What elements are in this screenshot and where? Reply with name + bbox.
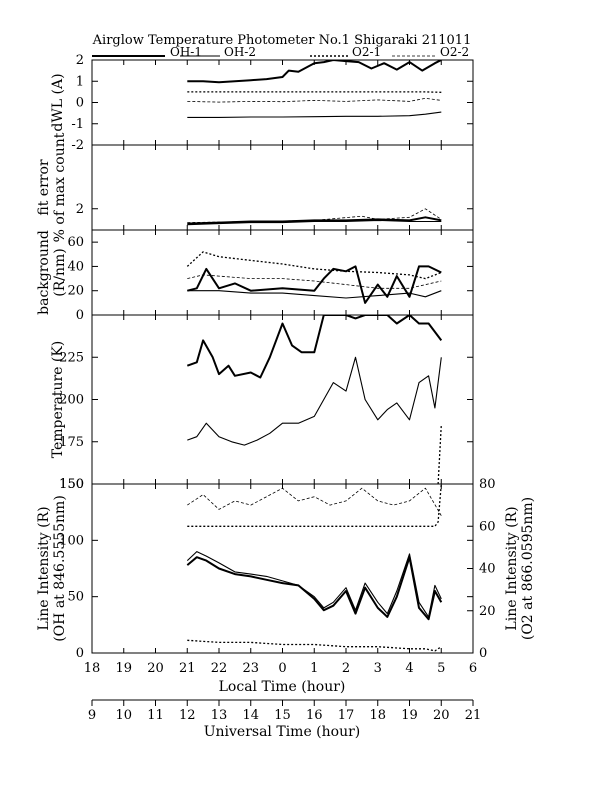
x-tick-label-local: 22 bbox=[211, 661, 228, 676]
y-tick-label-temperature: 175 bbox=[59, 435, 84, 450]
series-intensity-o2-1-2 bbox=[187, 639, 442, 652]
x-tick-label-ut: 12 bbox=[179, 708, 196, 723]
series-temperature-oh-1-0 bbox=[186, 315, 443, 379]
x-tick-label-local: 20 bbox=[147, 661, 164, 676]
y-tick-label-intensity: 50 bbox=[67, 590, 84, 605]
panel-fit: 2 fit error% of max count bbox=[36, 132, 474, 242]
x-axis-label-local: Local Time (hour) bbox=[219, 679, 346, 695]
series-background-o2-2-3 bbox=[187, 274, 442, 289]
x-tick-label-ut: 21 bbox=[465, 708, 482, 723]
y-label-background: background bbox=[36, 230, 52, 315]
y2-tick-label-intensity: 80 bbox=[479, 477, 496, 492]
chart-title: Airglow Temperature Photometer No.1 Shig… bbox=[92, 33, 472, 48]
series-fit-oh-2-1 bbox=[187, 219, 442, 226]
x-tick-label-local: 5 bbox=[437, 661, 445, 676]
y-label-right2-intensity: (O2 at 866.0595nm) bbox=[520, 497, 536, 640]
y-tick-label-dwl: 0 bbox=[76, 96, 84, 111]
x-axes: 18 19 20 21 22 23 0 1 2 3 4 5 69 10 11 12 13 14 15 16 17 18 19… bbox=[84, 661, 482, 723]
legend-label-o2-1: O2-1 bbox=[352, 45, 381, 59]
y-label-dwl: dWL (A) bbox=[50, 73, 66, 131]
x-axis-label-ut: Universal Time (hour) bbox=[204, 724, 361, 740]
y-tick-label-temperature: 225 bbox=[59, 350, 84, 365]
series-dwl-o2-2-3 bbox=[187, 97, 442, 103]
y-tick-label-temperature: 150 bbox=[59, 477, 84, 492]
x-tick-label-local: 23 bbox=[242, 661, 259, 676]
x-tick-label-ut: 17 bbox=[338, 708, 355, 723]
series-temperature-o2-1-2 bbox=[437, 424, 442, 484]
x-tick-label-ut: 11 bbox=[147, 708, 164, 723]
y-label-temperature: Temperature (K) bbox=[50, 341, 66, 459]
y-label-intensity: Line Intensity (R) bbox=[36, 506, 52, 630]
series-intensity-oh-1-0 bbox=[186, 556, 443, 621]
y-label2-fit: % of max count bbox=[52, 132, 68, 242]
series-intensity-oh-2-1 bbox=[186, 551, 442, 618]
panel-frame-dwl bbox=[91, 59, 474, 146]
y-label2-intensity: (OH at 846.5555nm) bbox=[52, 495, 68, 642]
x-tick-label-local: 6 bbox=[469, 661, 477, 676]
y-label2-background: (R/nm) bbox=[52, 248, 68, 296]
y-tick-label-dwl: 2 bbox=[76, 53, 84, 68]
x-tick-label-ut: 13 bbox=[211, 708, 228, 723]
panel-dwl: -2 -1 0 1 2 dWL (A) bbox=[50, 53, 474, 153]
series-fit-o2-2-2 bbox=[187, 208, 442, 223]
x-tick-label-ut: 15 bbox=[274, 708, 291, 723]
x-tick-label-local: 2 bbox=[342, 661, 350, 676]
x-tick-label-local: 21 bbox=[179, 661, 196, 676]
series-dwl-oh-2-1 bbox=[187, 111, 442, 118]
y-tick-label-background: 40 bbox=[67, 259, 84, 274]
x-tick-label-local: 4 bbox=[405, 661, 413, 676]
panel-frame-temperature bbox=[91, 314, 474, 485]
plot-panels: -2 -1 0 1 2 dWL (A) 2 fit error% of max count 0 2… bbox=[36, 53, 536, 661]
x-tick-label-ut: 18 bbox=[369, 708, 386, 723]
y-tick-label-intensity: 100 bbox=[59, 533, 84, 548]
y2-tick-label-intensity: 60 bbox=[479, 519, 496, 534]
x-tick-label-ut: 19 bbox=[401, 708, 418, 723]
legend-label-oh2: OH-2 bbox=[224, 45, 256, 59]
y-tick-label-intensity: 0 bbox=[76, 646, 84, 661]
series-intensity-o2-2-4 bbox=[187, 487, 442, 516]
legend-label-oh1: OH-1 bbox=[170, 45, 202, 59]
y2-tick-label-intensity: 0 bbox=[479, 646, 487, 661]
y-tick-label-background: 0 bbox=[76, 308, 84, 323]
panel-frame-fit bbox=[91, 144, 474, 231]
x-tick-label-local: 0 bbox=[278, 661, 286, 676]
x-tick-label-local: 3 bbox=[374, 661, 382, 676]
x-tick-label-ut: 20 bbox=[433, 708, 450, 723]
series-temperature-oh-2-1 bbox=[187, 356, 442, 446]
x-tick-label-ut: 9 bbox=[88, 708, 96, 723]
y-tick-label-dwl: 1 bbox=[76, 74, 84, 89]
legend-label-o2-2: O2-2 bbox=[440, 45, 469, 59]
y-label-right-intensity: Line Intensity (R) bbox=[504, 506, 520, 630]
series-background-oh-1-0 bbox=[187, 265, 442, 304]
y2-tick-label-intensity: 20 bbox=[479, 604, 496, 619]
y2-tick-label-intensity: 40 bbox=[479, 562, 496, 577]
y-tick-label-background: 20 bbox=[67, 284, 84, 299]
y-tick-label-temperature: 200 bbox=[59, 393, 84, 408]
x-tick-label-ut: 16 bbox=[306, 708, 323, 723]
series-background-oh-2-1 bbox=[187, 290, 442, 299]
x-tick-label-ut: 10 bbox=[115, 708, 132, 723]
panel-background: 0 20 40 60 background (R/nm) bbox=[36, 229, 474, 323]
series-intensity-o2-1-3 bbox=[187, 484, 442, 527]
y-tick-label-dwl: -1 bbox=[71, 117, 84, 132]
x-tick-label-local: 1 bbox=[310, 661, 318, 676]
panel-frame-background bbox=[91, 229, 474, 316]
x-tick-label-ut: 14 bbox=[242, 708, 259, 723]
y-label-fit: fit error bbox=[36, 159, 52, 216]
y-tick-label-dwl: -2 bbox=[71, 138, 84, 153]
y-tick-label-fit: 2 bbox=[76, 202, 84, 217]
x-tick-label-local: 19 bbox=[115, 661, 132, 676]
y-tick-label-intensity: 150 bbox=[59, 477, 84, 492]
panel-frame-intensity bbox=[91, 483, 474, 654]
series-background-o2-1-2 bbox=[186, 251, 442, 280]
y-tick-label-background: 60 bbox=[67, 235, 84, 250]
series-dwl-oh-1-0 bbox=[187, 60, 442, 84]
x-tick-label-local: 18 bbox=[84, 661, 101, 676]
legend: OH-1 OH-2 O2-1 O2-2 bbox=[92, 45, 469, 59]
